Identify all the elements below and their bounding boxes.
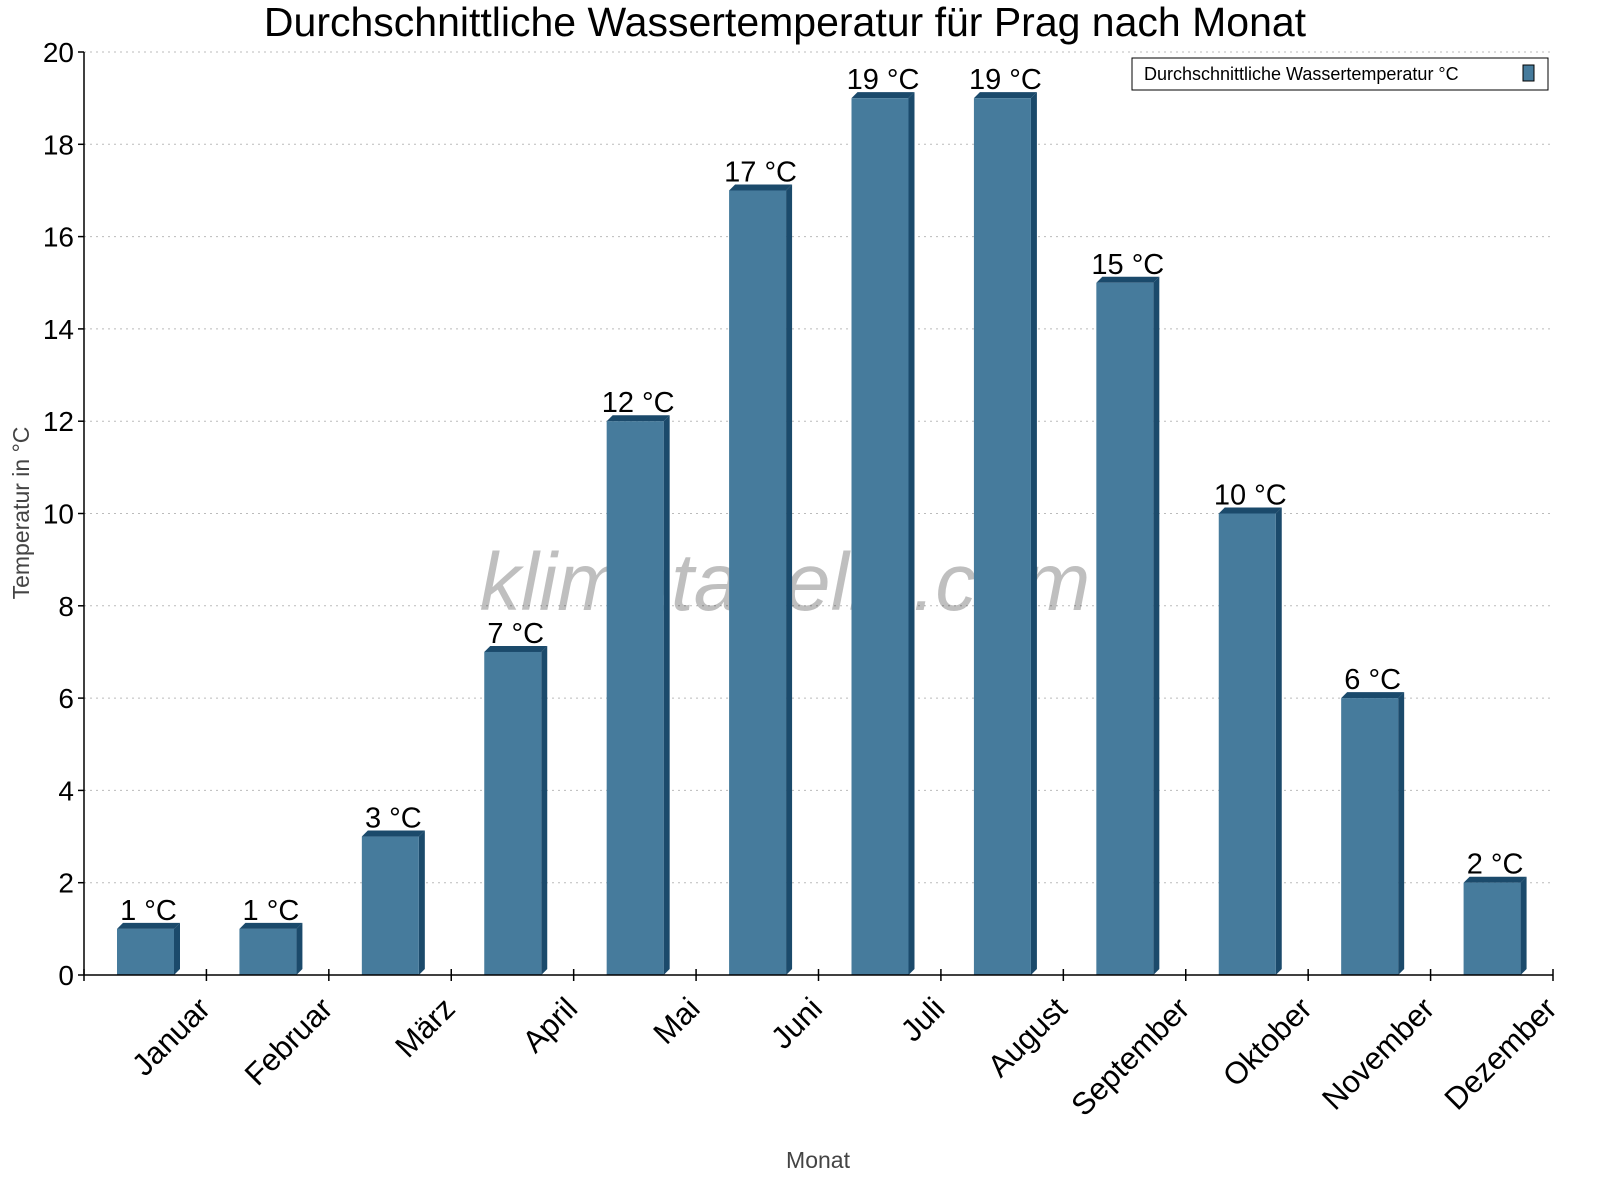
bar-group: 7 °C xyxy=(484,618,548,975)
bar-top xyxy=(117,922,180,929)
x-tick-label: Juni xyxy=(764,991,829,1056)
x-tick-label: März xyxy=(388,991,461,1064)
x-tick-labels: Januar Februar März April Mai Juni Juli AugustS… xyxy=(125,990,1563,1122)
bar-top xyxy=(484,645,548,652)
data-label: 6 °C xyxy=(1344,664,1401,696)
bar-top xyxy=(1218,507,1282,514)
x-tick-label: Februar xyxy=(238,991,340,1093)
bar xyxy=(851,98,909,975)
bar-side xyxy=(1520,876,1527,975)
legend-swatch xyxy=(1522,64,1535,82)
x-axis-label: Monat xyxy=(786,1147,851,1173)
bar-top xyxy=(851,92,915,99)
data-label: 19 °C xyxy=(847,64,920,96)
bar-side xyxy=(1030,92,1037,975)
data-label: 3 °C xyxy=(365,803,422,835)
bar-side xyxy=(541,645,548,975)
x-tick-label: September xyxy=(1064,991,1196,1123)
y-tick-label: 14 xyxy=(43,314,74,345)
bar xyxy=(729,190,787,975)
bar xyxy=(606,421,664,975)
bar xyxy=(484,651,542,975)
legend-box xyxy=(1131,57,1549,91)
bar-side xyxy=(1153,276,1160,975)
bar-side xyxy=(174,922,180,975)
bar-group: 15 °C xyxy=(1091,249,1164,975)
y-tick-label: 6 xyxy=(58,683,74,714)
bar-side xyxy=(296,922,303,975)
bar xyxy=(117,928,174,975)
data-label: 2 °C xyxy=(1467,849,1524,881)
bar xyxy=(361,836,419,975)
bar-top xyxy=(1096,276,1160,283)
x-tick-label: Dezember xyxy=(1438,991,1564,1117)
y-tick-label: 16 xyxy=(43,222,74,253)
x-tick-label: Mai xyxy=(646,991,706,1051)
data-label: 12 °C xyxy=(602,387,675,419)
data-label: 7 °C xyxy=(487,618,544,650)
y-tick-label: 10 xyxy=(43,499,74,530)
bar-group: 12 °C xyxy=(602,387,675,975)
y-tick-label: 12 xyxy=(43,406,74,437)
bar xyxy=(1096,282,1154,975)
bar-group: 19 °C xyxy=(847,64,920,975)
chart-title: Durchschnittliche Wassertemperatur für P… xyxy=(264,0,1307,45)
y-tick-label: 4 xyxy=(58,775,74,806)
bar-side xyxy=(1398,692,1405,975)
axes xyxy=(78,51,1554,981)
bar-group: 2 °C xyxy=(1463,849,1527,975)
bar-top xyxy=(1341,692,1405,699)
x-tick-label: Oktober xyxy=(1216,991,1319,1094)
bar-side xyxy=(1275,507,1282,975)
y-tick-label: 18 xyxy=(43,129,74,160)
data-label: 15 °C xyxy=(1091,249,1164,281)
bar xyxy=(973,98,1031,975)
bar-side xyxy=(418,830,425,975)
bar-top xyxy=(606,415,670,422)
bar xyxy=(239,928,297,975)
bar-top xyxy=(239,922,303,929)
y-tick-label: 0 xyxy=(58,960,74,991)
bar-top xyxy=(361,830,425,837)
y-tick-labels: 0 2 4 6 8 10 12 14 16 18 20 xyxy=(43,37,74,991)
x-tick-label: November xyxy=(1315,991,1441,1117)
legend-label: Durchschnittliche Wassertemperatur °C xyxy=(1144,64,1459,84)
bar-group: 10 °C xyxy=(1214,480,1287,975)
data-label: 17 °C xyxy=(724,156,797,188)
bar-top xyxy=(973,92,1037,99)
bar-group: 1 °C xyxy=(117,895,180,975)
data-label: 19 °C xyxy=(969,64,1042,96)
bar-top xyxy=(729,184,793,191)
bar-group: 17 °C xyxy=(724,156,797,975)
y-axis-label: Temperatur in °C xyxy=(8,427,34,600)
y-tick-label: 20 xyxy=(43,37,74,68)
bar xyxy=(1218,513,1276,975)
bar-side xyxy=(663,415,670,975)
bar-side xyxy=(786,184,793,975)
data-label: 1 °C xyxy=(243,895,300,927)
bar-side xyxy=(908,92,915,975)
bar-group: 6 °C xyxy=(1341,664,1405,975)
legend: Durchschnittliche Wassertemperatur °C xyxy=(1131,57,1549,91)
bar xyxy=(1341,698,1399,975)
bar-group: 3 °C xyxy=(361,803,425,975)
y-tick-label: 8 xyxy=(58,591,74,622)
bars: 1 °C 1 °C 3 °C 7 °C 12 °C 17 °C 19 °C 19 °C 15 °… xyxy=(117,64,1527,975)
data-label: 1 °C xyxy=(120,895,177,927)
data-label: 10 °C xyxy=(1214,480,1287,512)
x-tick-label: Juli xyxy=(894,991,952,1049)
x-tick-label: Januar xyxy=(125,991,217,1083)
x-tick-label: April xyxy=(516,991,585,1060)
grid-lines xyxy=(84,51,1553,884)
bar-group: 1 °C xyxy=(239,895,303,975)
y-tick-label: 2 xyxy=(58,868,74,899)
bar-top xyxy=(1463,876,1527,883)
bar-group: 19 °C xyxy=(969,64,1042,975)
bar xyxy=(1463,882,1521,975)
x-tick-label: August xyxy=(981,990,1074,1083)
